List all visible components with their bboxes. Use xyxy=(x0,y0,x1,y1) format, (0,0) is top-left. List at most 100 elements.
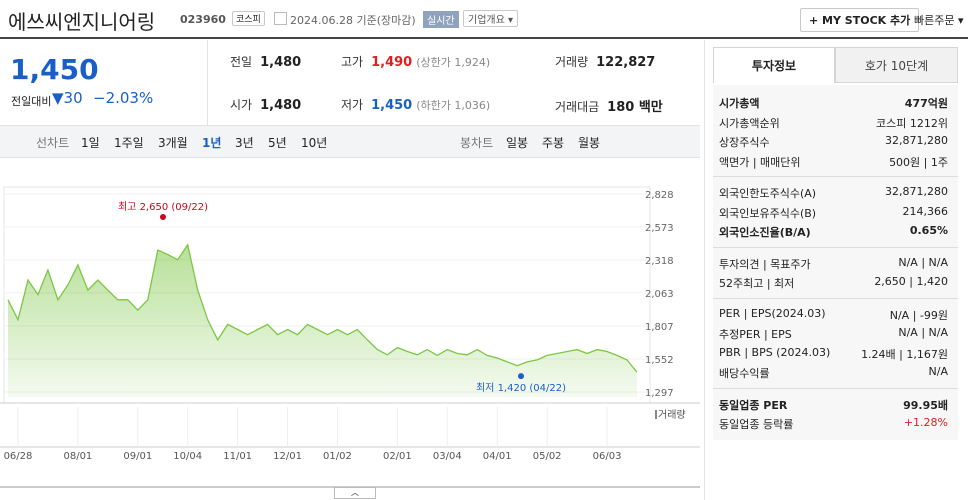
extreme-marker xyxy=(160,214,166,221)
period-tab[interactable]: 1일 xyxy=(81,136,100,150)
summary-value: 180 백만 xyxy=(607,100,663,115)
base-date: 2024.06.28 기준(장마감) xyxy=(290,14,416,27)
summary-value: 1,480 xyxy=(260,55,302,70)
stock-name: 에쓰씨엔지니어링 xyxy=(8,10,156,34)
summary-label: 시가 xyxy=(230,98,253,112)
section-rule xyxy=(713,297,958,299)
volume-label: 거래량 xyxy=(658,409,686,421)
info-box xyxy=(713,85,958,440)
change-rate: −2.03% xyxy=(93,89,154,107)
info-value: N/A xyxy=(928,365,948,378)
section-rule xyxy=(713,246,958,248)
period-tab[interactable]: 10년 xyxy=(301,136,328,150)
y-tick-label: 2,573 xyxy=(645,223,674,234)
collapse-toggle[interactable]: ︿ xyxy=(334,487,376,499)
summary-note: (하한가 1,036) xyxy=(416,99,491,112)
info-value: 1.24배 | 1,167원 xyxy=(861,347,948,361)
area-fill xyxy=(8,244,637,397)
info-value: N/A | -99원 xyxy=(889,308,948,322)
summary-label: 거래대금 xyxy=(555,100,600,114)
candle-tab[interactable]: 일봉 xyxy=(506,136,529,150)
chart-tabs xyxy=(0,125,700,158)
info-label: 상장주식수 xyxy=(719,136,770,149)
info-label: 시가총액순위 xyxy=(719,116,780,130)
summary-label: 거래량 xyxy=(555,55,589,69)
summary-label: 저가 xyxy=(341,98,364,112)
x-tick-label: 08/01 xyxy=(63,451,92,462)
x-tick-label: 04/01 xyxy=(483,451,512,462)
info-label: 동일업종 등락률 xyxy=(719,418,794,431)
info-label: 외국인한도주식수(A) xyxy=(719,187,817,200)
info-label: 동일업종 PER xyxy=(719,398,788,412)
summary-cell: 전일 1,480 xyxy=(230,53,301,70)
y-tick-label: 2,318 xyxy=(645,256,674,267)
info-label: PER | EPS(2024.03) xyxy=(719,306,826,320)
calendar-icon xyxy=(274,12,287,25)
x-tick-label: 12/01 xyxy=(273,451,302,462)
period-tab[interactable]: 1주일 xyxy=(114,136,144,150)
x-tick-label: 03/04 xyxy=(433,451,462,462)
y-tick-label: 2,063 xyxy=(645,289,674,300)
quick-order[interactable]: 빠른주문 ▾ xyxy=(914,14,964,27)
summary-cell: 고가 1,490 (상한가 1,924) xyxy=(341,53,498,70)
market-tag: 코스피 xyxy=(232,11,265,26)
info-label: 투자의견 | 목표주가 xyxy=(719,257,811,271)
info-value: 32,871,280 xyxy=(885,185,948,198)
info-value: 214,366 xyxy=(902,204,949,218)
candle-tab[interactable]: 월봉 xyxy=(578,136,601,150)
divider xyxy=(704,40,705,500)
y-tick-label: 1,807 xyxy=(645,322,674,333)
info-value: 477억원 xyxy=(904,97,948,110)
info-tab[interactable]: 호가 10단계 xyxy=(835,47,958,83)
y-tick-label: 2,828 xyxy=(645,190,674,201)
info-label: 외국인보유주식수(B) xyxy=(719,206,817,220)
price: 1,450 xyxy=(10,53,99,86)
summary-value: 122,827 xyxy=(596,55,656,70)
info-value: N/A | N/A xyxy=(898,255,948,269)
candle-tab[interactable]: 주봉 xyxy=(542,136,565,150)
y-tick-label: 1,297 xyxy=(645,388,674,399)
summary-cell: 저가 1,450 (하한가 1,036) xyxy=(341,96,498,113)
info-label: 배당수익률 xyxy=(719,367,770,380)
y-tick-label: 1,552 xyxy=(645,355,674,366)
tab-label[interactable]: 봉차트 xyxy=(460,136,494,150)
summary-label: 전일 xyxy=(230,55,253,69)
x-tick-label: 05/02 xyxy=(533,451,562,462)
info-tab[interactable]: 투자정보 xyxy=(713,47,835,83)
realtime-badge[interactable]: 실시간 xyxy=(423,11,459,28)
info-value: N/A | N/A xyxy=(898,326,948,339)
summary-cell: 거래량 122,827 xyxy=(555,53,655,70)
info-value: 0.65% xyxy=(909,224,948,237)
tab-label[interactable]: 선차트 xyxy=(36,136,70,150)
price-line xyxy=(7,243,638,373)
summary-value: 1,490 xyxy=(371,55,413,70)
info-value: 2,650 | 1,420 xyxy=(874,275,948,288)
header-rule xyxy=(0,37,968,39)
period-tab[interactable]: 1년 xyxy=(202,136,222,150)
info-label: 52주최고 | 최저 xyxy=(719,277,795,290)
info-value: 500원 | 1주 xyxy=(889,155,948,169)
summary-label: 고가 xyxy=(341,55,364,69)
info-label: PBR | BPS (2024.03) xyxy=(719,345,831,359)
extreme-marker xyxy=(518,373,524,380)
info-value: 32,871,280 xyxy=(885,134,948,147)
mystock-button[interactable]: + MY STOCK 추가 xyxy=(800,8,920,32)
volume-swatch xyxy=(655,410,657,419)
x-tick-label: 02/01 xyxy=(383,451,412,462)
period-tab[interactable]: 5년 xyxy=(268,136,287,150)
extreme-label: 최고 2,650 (09/22) xyxy=(118,201,208,213)
x-tick-label: 10/04 xyxy=(173,451,202,462)
chart: 2,828 2,573 2,318 2,063 1,807 1,552 1,297 최고 2,… xyxy=(0,186,700,488)
info-value: +1.28% xyxy=(903,416,948,429)
period-tab[interactable]: 3년 xyxy=(235,136,254,150)
divider xyxy=(207,40,208,126)
section-rule xyxy=(713,387,958,389)
info-label: 외국인소진율(B/A) xyxy=(719,226,811,239)
overview-button[interactable]: 기업개요 ▾ xyxy=(463,10,518,27)
x-tick-label: 06/28 xyxy=(4,451,33,462)
info-label: 시가총액 xyxy=(719,97,760,110)
x-tick-label: 11/01 xyxy=(223,451,252,462)
period-tab[interactable]: 3개월 xyxy=(158,136,188,150)
